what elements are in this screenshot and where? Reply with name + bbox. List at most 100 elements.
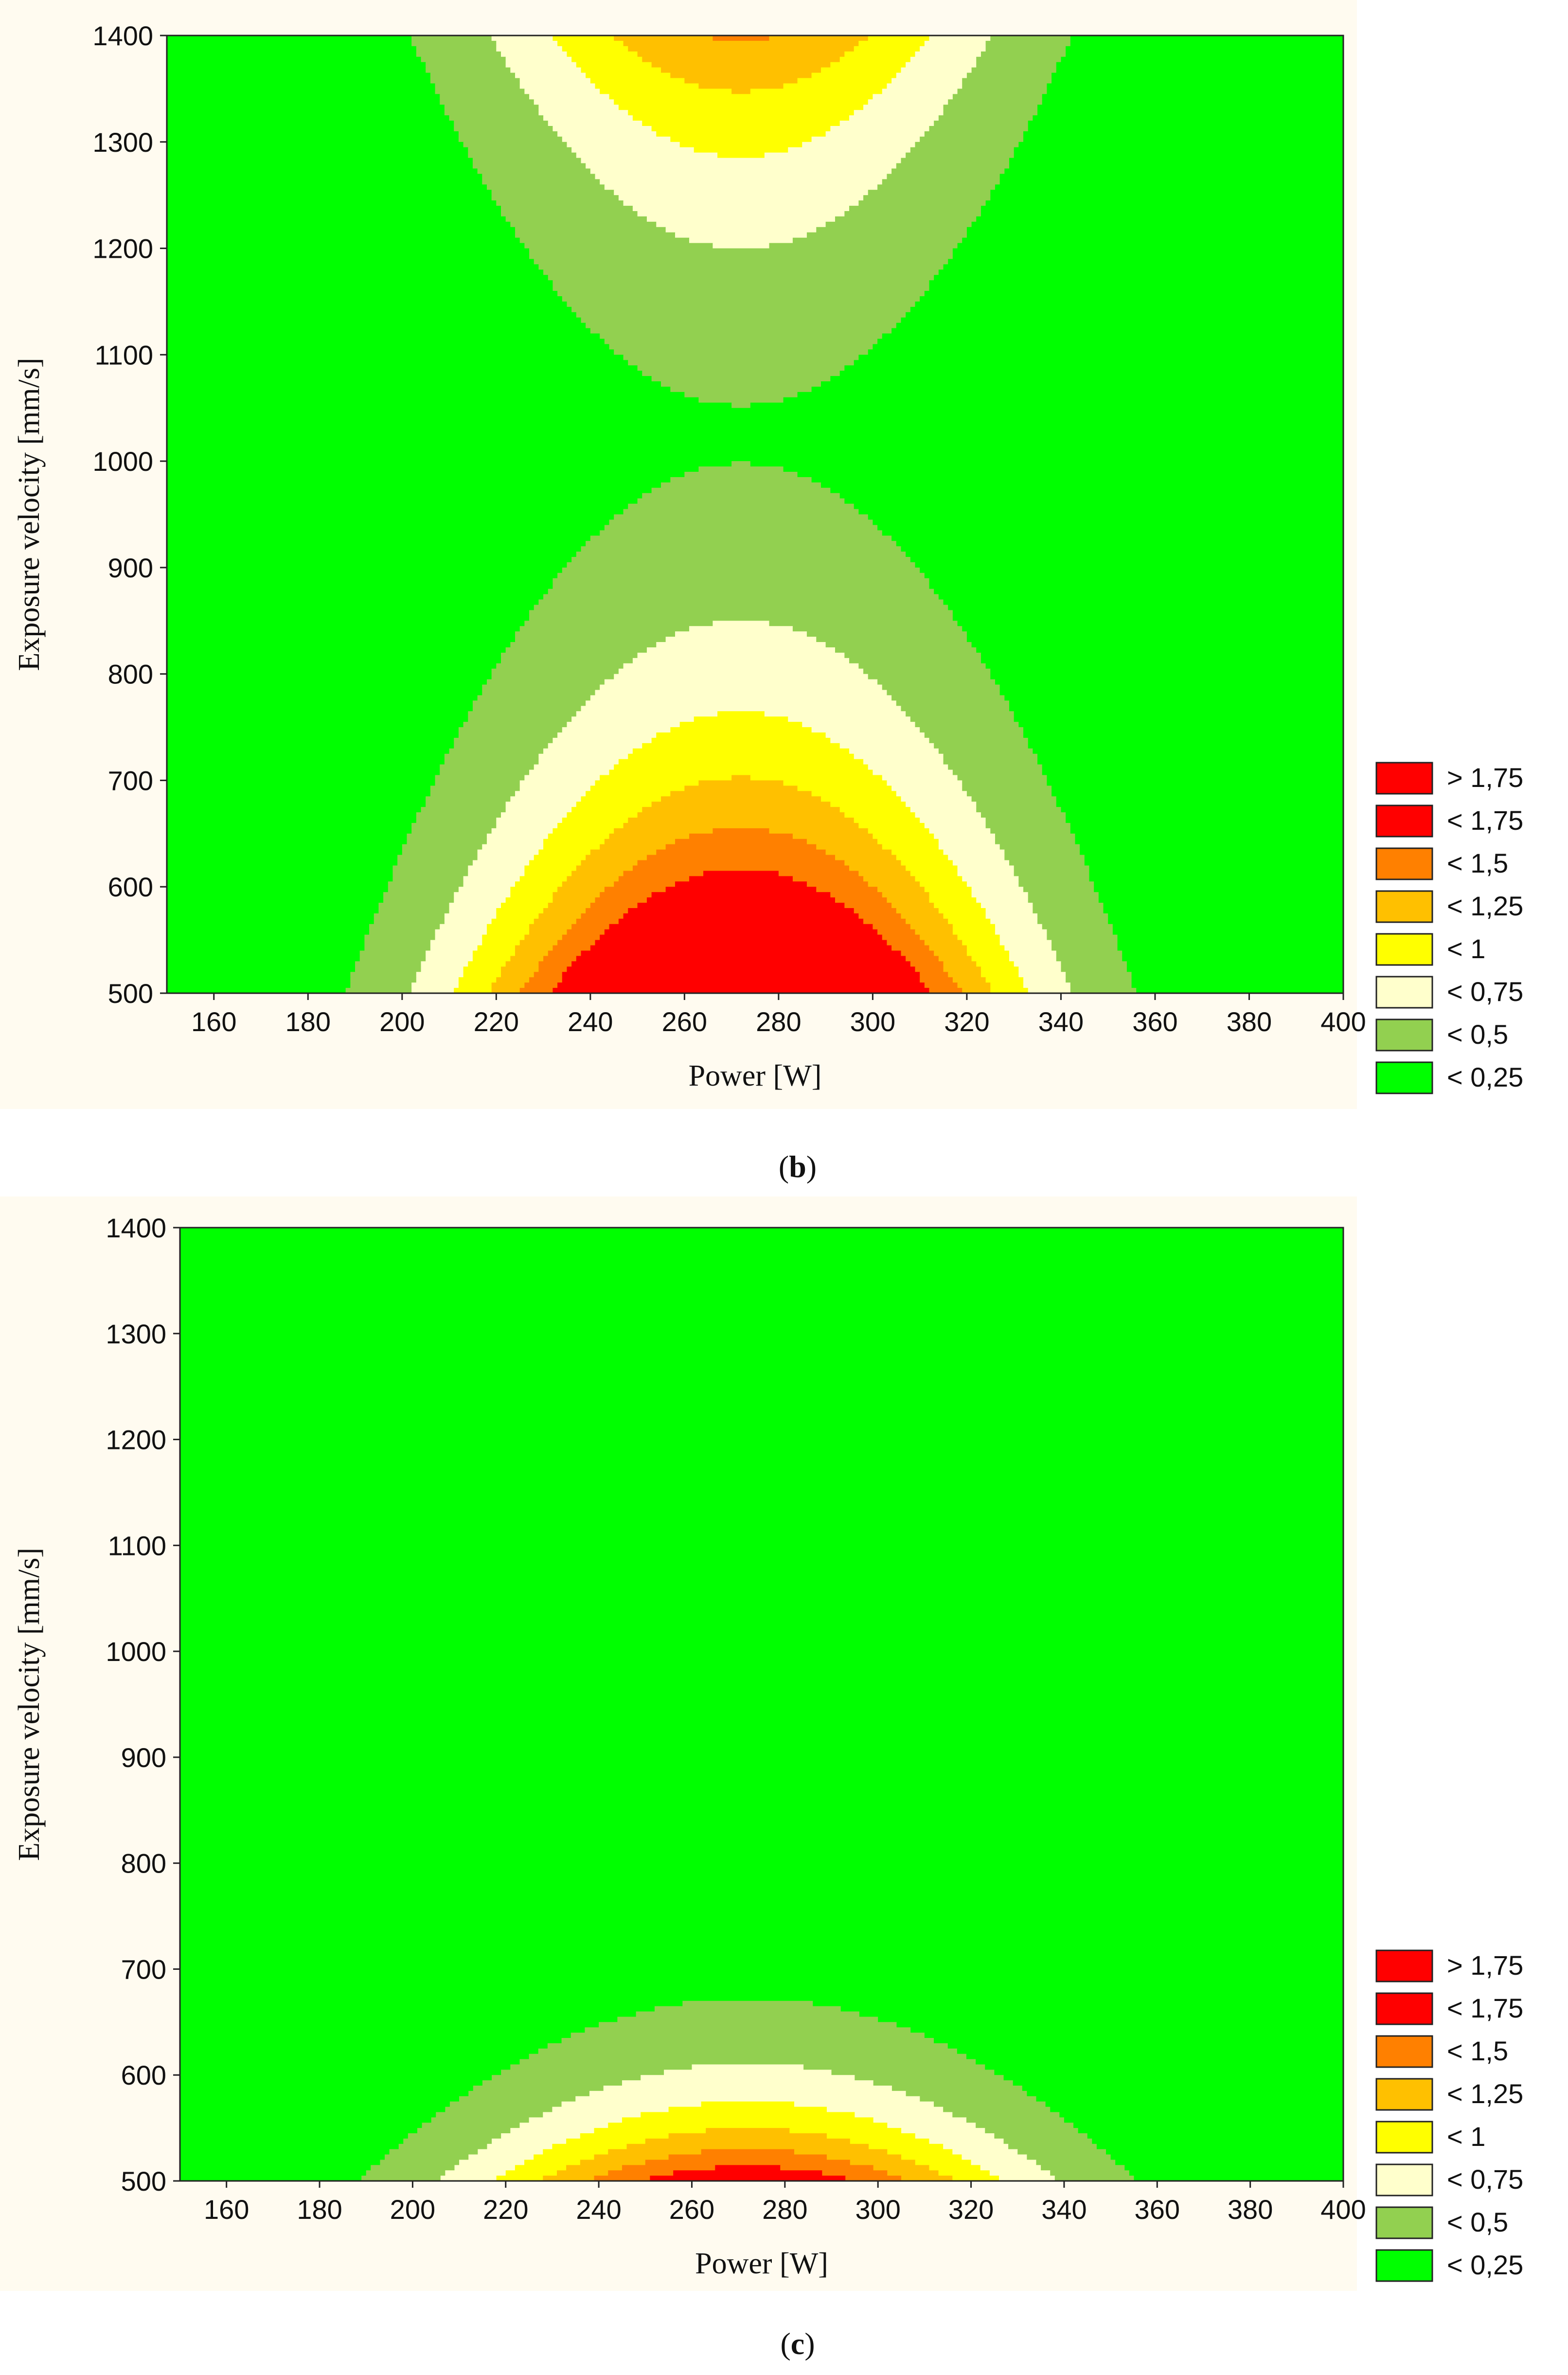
contour-cell <box>906 865 958 872</box>
x-tick-label: 360 <box>1132 1006 1177 1037</box>
contour-cell <box>1089 876 1344 882</box>
contour-cell <box>966 2054 1344 2060</box>
contour-cell <box>468 961 506 967</box>
contour-panel-c: 160 180 200 220 240 260 280 300 320 340 360 380 400 … <box>13 1213 1523 2282</box>
contour-cell <box>167 312 577 318</box>
contour-cell <box>510 67 582 73</box>
contour-cell <box>1122 956 1344 962</box>
contour-cell <box>1051 72 1344 79</box>
contour-cell <box>646 216 836 222</box>
contour-cell <box>637 652 845 659</box>
contour-cell <box>825 642 972 648</box>
y-tick-label: 1200 <box>92 233 153 264</box>
contour-cell <box>698 83 784 89</box>
contour-cell <box>792 876 864 882</box>
contour-cell <box>505 216 647 222</box>
contour-cell <box>713 243 770 249</box>
contour-cell <box>444 753 539 760</box>
contour-cell <box>167 913 374 919</box>
contour-cell <box>971 887 1024 893</box>
contour-cell <box>604 184 878 191</box>
contour-cell <box>855 2075 1004 2081</box>
contour-cell <box>1124 2165 1344 2171</box>
contour-cell <box>924 2033 1344 2038</box>
contour-cell <box>1094 887 1344 893</box>
contour-cell <box>571 557 911 563</box>
contour-cell <box>614 514 869 520</box>
contour-cell <box>167 626 520 632</box>
contour-cell <box>966 791 1052 797</box>
contour-cell <box>701 2101 795 2107</box>
contour-cell <box>797 471 1344 478</box>
contour-cell <box>868 828 930 834</box>
contour-cell <box>887 690 1000 696</box>
contour-cell <box>167 764 441 770</box>
contour-cell <box>839 371 1344 376</box>
contour-cell <box>435 780 520 786</box>
contour-cell <box>604 525 878 531</box>
contour-cell <box>167 956 360 962</box>
contour-cell <box>515 881 563 888</box>
contour-cell <box>576 312 906 318</box>
contour-cell <box>670 727 812 733</box>
contour-cell <box>618 876 690 882</box>
x-tick-label: 280 <box>762 2194 807 2225</box>
contour-cell <box>938 748 1033 754</box>
contour-cell <box>603 2086 892 2091</box>
contour-cell <box>473 2086 604 2091</box>
contour-cell <box>891 695 1005 701</box>
contour-cell <box>180 1434 1344 1440</box>
contour-cell <box>510 892 553 898</box>
contour-cell <box>459 2096 576 2102</box>
contour-cell <box>830 487 1344 494</box>
contour-cell <box>180 1286 1344 1292</box>
x-tick-label: 200 <box>390 2194 435 2225</box>
contour-cell <box>797 786 892 792</box>
contour-cell <box>167 386 671 393</box>
contour-cell <box>750 89 883 95</box>
contour-cell <box>1037 913 1108 919</box>
contour-cell <box>180 1757 1344 1763</box>
contour-cell <box>515 637 666 643</box>
contour-cell <box>873 344 1344 350</box>
contour-cell <box>167 89 436 95</box>
contour-cell <box>167 174 483 180</box>
contour-cell <box>891 2086 1023 2091</box>
contour-cell <box>374 918 445 925</box>
contour-cell <box>952 924 996 930</box>
contour-cell <box>985 913 1038 919</box>
contour-cell <box>501 2070 664 2076</box>
contour-cell <box>891 903 934 909</box>
contour-cell <box>378 908 450 914</box>
contour-cell <box>557 732 657 738</box>
contour-cell <box>180 1630 1344 1636</box>
contour-cell <box>910 147 1015 153</box>
contour-cell <box>167 822 412 829</box>
contour-cell <box>604 887 666 893</box>
contour-cell <box>1115 2160 1344 2166</box>
contour-cell <box>887 2149 953 2155</box>
contour-cell <box>665 887 817 893</box>
contour-cell <box>459 2160 525 2166</box>
contour-cell <box>180 2176 362 2181</box>
contour-cell <box>882 530 1344 536</box>
contour-cell <box>458 136 563 143</box>
contour-cell <box>920 2096 1037 2102</box>
contour-cell <box>167 536 591 541</box>
contour-cell <box>1028 743 1344 749</box>
legend-label: < 0,5 <box>1447 2207 1508 2237</box>
contour-cell <box>167 211 501 217</box>
contour-cell <box>1047 780 1344 786</box>
y-tick-label: 500 <box>108 978 153 1009</box>
contour-cell <box>929 988 963 994</box>
contour-cell <box>510 642 657 648</box>
contour-cell <box>167 753 445 760</box>
contour-cell <box>1018 966 1062 973</box>
contour-cell <box>364 934 436 941</box>
contour-cell <box>435 929 487 935</box>
contour-cell <box>167 280 553 286</box>
contour-cell <box>858 40 925 47</box>
contour-cell <box>167 142 464 148</box>
contour-cell <box>915 966 944 973</box>
